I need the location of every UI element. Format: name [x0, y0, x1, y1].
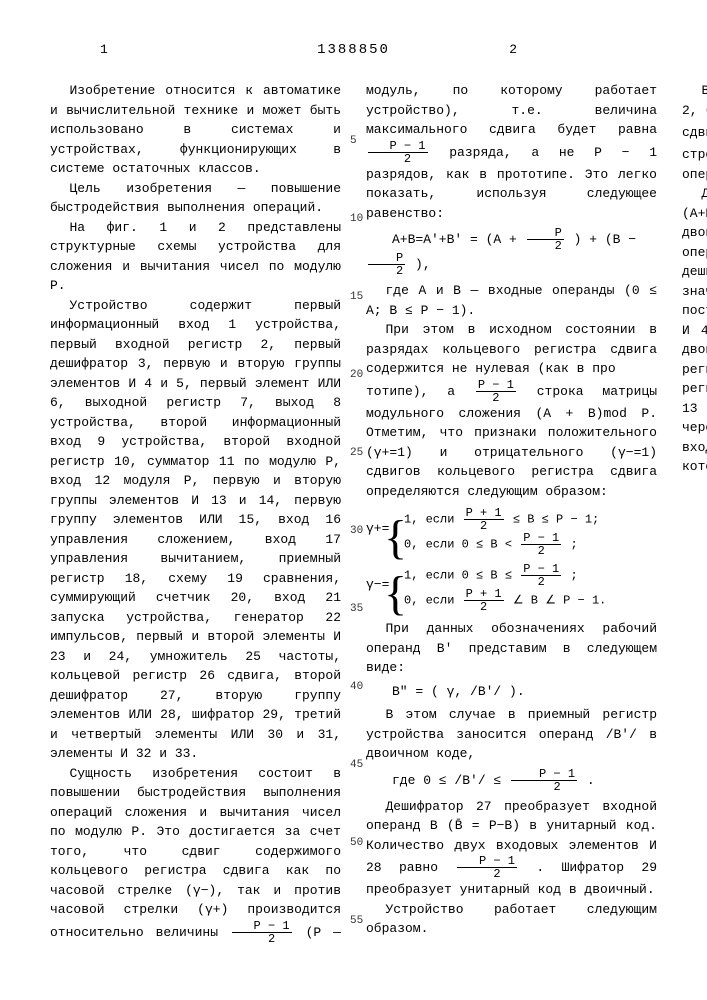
line-number: 15: [350, 289, 363, 306]
column-number-right: 2: [509, 40, 517, 60]
paragraph: где А и В — входные операнды (0 ≤ A; B ≤…: [366, 281, 657, 320]
case-line: 1, если P + 12 ≤ B ≤ P − 1;: [404, 507, 657, 532]
line-number: 50: [350, 835, 363, 852]
paragraph: Цель изобретения — повышение быстродейст…: [50, 179, 341, 218]
fraction: P − 12: [511, 768, 577, 793]
paragraph: Устройство работает следующим образом.: [366, 900, 657, 939]
patent-number: 1388850: [317, 42, 390, 58]
text-run: В исходном состоянии все регистры 2, 6, …: [682, 83, 707, 140]
fraction: P2: [368, 252, 405, 277]
column-number-left: 1: [100, 40, 108, 60]
line-number: 35: [350, 601, 363, 618]
paragraph: Допустим необходимо определить (А+В)modP…: [682, 184, 707, 477]
case-line: 0, если 0 ≤ B < P − 12 ;: [404, 532, 657, 557]
line-number: 40: [350, 679, 363, 696]
curly-brace-icon: {: [384, 558, 407, 630]
line-number: 25: [350, 445, 363, 462]
text-run: где 0 ≤ /B′/ ≤: [392, 772, 509, 787]
fraction: P + 12: [464, 588, 504, 613]
paragraph: В этом случае в приемный регистр устройс…: [366, 705, 657, 764]
paragraph: При этом в исходном состоянии в разрядах…: [366, 320, 657, 379]
fraction: P − 12: [476, 379, 516, 404]
fraction: P + 12: [464, 507, 504, 532]
fraction: P − 12: [521, 532, 561, 557]
fraction: P − 12: [521, 563, 561, 588]
text-run: A+B=A′+B′ = (A +: [392, 232, 525, 247]
paragraph: В исходном состоянии все регистры 2, 6, …: [682, 81, 707, 184]
fraction: P − 12: [232, 920, 292, 945]
line-number: 30: [350, 523, 363, 540]
fraction: P − 12: [457, 855, 517, 880]
text-run: Сущность изобретения состоит в повышении…: [50, 766, 341, 940]
equation: A+B=A′+B′ = (A + P2 ) + (B − P2 ),: [366, 227, 657, 277]
text-run: .: [587, 772, 595, 787]
fraction: P2: [527, 227, 564, 252]
line-number: 10: [350, 211, 363, 228]
paragraph: Изобретение относится к автоматике и выч…: [50, 81, 341, 179]
cases-gamma-minus: γ−= { 1, если 0 ≤ B ≤ P − 12 ; 0, если P…: [366, 563, 657, 613]
case-line: 1, если 0 ≤ B ≤ P − 12 ;: [404, 563, 657, 588]
case-line: 0, если P + 12 ∠ B ∠ P − 1.: [404, 588, 657, 613]
line-number: 55: [350, 913, 363, 930]
paragraph: На фиг. 1 и 2 представлены структурные с…: [50, 218, 341, 296]
line-number: 5: [350, 133, 357, 150]
equation: B″ = ( γ, /B′/ ).: [366, 682, 657, 702]
fraction: P − 12: [368, 140, 428, 165]
paragraph: тотипе), а P − 12 строка матрицы модульн…: [366, 379, 657, 502]
equation: где 0 ≤ /B′/ ≤ P − 12 .: [366, 768, 657, 793]
paragraph: Дешифратор 27 преобразует входной операн…: [366, 797, 657, 900]
paragraph: При данных обозначениях рабочий операнд …: [366, 619, 657, 678]
line-number: 45: [350, 757, 363, 774]
cases-gamma-plus: γ+= { 1, если P + 12 ≤ B ≤ P − 1; 0, есл…: [366, 507, 657, 557]
text-run: тотипе), а: [366, 383, 474, 398]
text-run: ) + (B −: [574, 232, 636, 247]
paragraph: Устройство содержит первый информационны…: [50, 296, 341, 764]
line-number: 20: [350, 367, 363, 384]
page-header: 1 1388850 2: [50, 40, 657, 61]
text-run: ),: [415, 257, 431, 272]
